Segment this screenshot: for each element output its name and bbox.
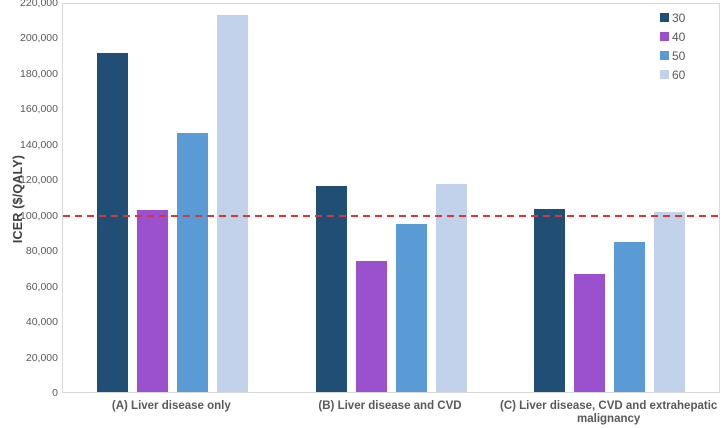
bar-group-A [96, 15, 248, 392]
y-tick-label: 0 [52, 387, 58, 399]
bar-age40-groupC [574, 274, 606, 392]
bar-age30-groupA [96, 53, 128, 392]
plot-area [62, 3, 720, 393]
x-category-label-B: (B) Liver disease and CVD [318, 400, 462, 412]
bar-age60-groupC [654, 212, 686, 392]
legend-label: 60 [672, 67, 686, 82]
bar-age60-groupA [216, 15, 248, 392]
legend-item-40: 40 [660, 27, 685, 46]
y-tick-label: 160,000 [20, 103, 58, 116]
y-tick-label: 140,000 [20, 138, 58, 151]
bar-group-C [534, 209, 686, 392]
threshold-line [63, 214, 719, 217]
legend-item-30: 30 [660, 8, 685, 27]
bar-group-B [315, 184, 467, 392]
legend-label: 50 [672, 48, 686, 63]
y-tick-label: 80,000 [25, 245, 58, 258]
bar-age40-groupA [136, 210, 168, 392]
legend-swatch-icon [660, 13, 669, 22]
legend-item-60: 60 [660, 65, 685, 84]
bar-age30-groupC [534, 209, 566, 392]
x-category-label-C: (C) Liver disease, CVD and extrahepatic … [500, 400, 718, 425]
bar-age50-groupA [176, 133, 208, 392]
bar-age30-groupB [315, 186, 347, 392]
y-tick-label: 20,000 [25, 351, 58, 364]
legend-swatch-icon [660, 70, 669, 79]
y-tick-label: 220,000 [20, 0, 58, 9]
legend-label: 30 [672, 10, 686, 25]
y-tick-label: 100,000 [20, 209, 58, 222]
x-category-label-A: (A) Liver disease only [111, 400, 231, 412]
y-tick-label: 60,000 [25, 280, 58, 293]
legend-item-50: 50 [660, 46, 685, 65]
y-tick-label: 120,000 [20, 174, 58, 187]
bar-age50-groupB [395, 224, 427, 392]
bar-age50-groupC [614, 242, 646, 392]
legend-swatch-icon [660, 51, 669, 60]
legend: 30 40 50 60 [660, 8, 685, 84]
legend-swatch-icon [660, 32, 669, 41]
bar-age60-groupB [435, 184, 467, 392]
y-tick-label: 200,000 [20, 32, 58, 45]
bar-age40-groupB [355, 261, 387, 392]
y-tick-label: 40,000 [25, 316, 58, 329]
y-tick-label: 180,000 [20, 67, 58, 80]
legend-label: 40 [672, 29, 686, 44]
